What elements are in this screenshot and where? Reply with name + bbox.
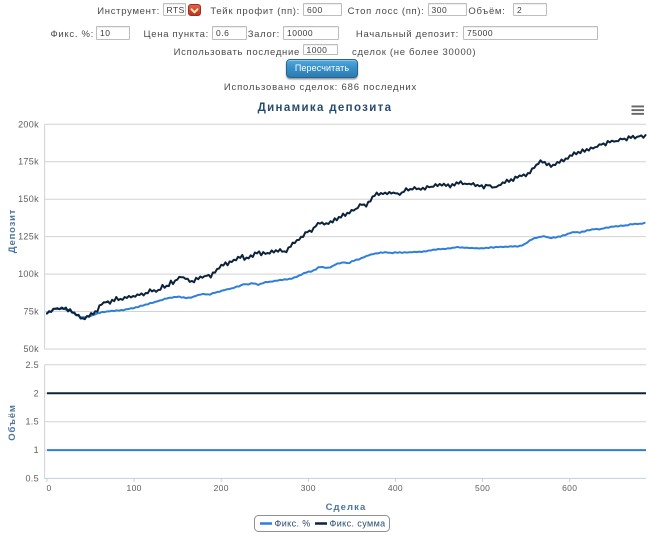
svg-text:100k: 100k [18, 269, 39, 279]
svg-text:50k: 50k [23, 344, 39, 354]
svg-text:150k: 150k [18, 194, 39, 204]
svg-text:300: 300 [301, 483, 316, 493]
svg-text:600: 600 [562, 483, 577, 493]
svg-text:0: 0 [46, 483, 51, 493]
svg-text:Фикс. сумма: Фикс. сумма [330, 519, 386, 529]
svg-text:175k: 175k [18, 157, 39, 167]
svg-text:500: 500 [475, 483, 490, 493]
svg-text:200: 200 [214, 483, 229, 493]
svg-text:2: 2 [34, 388, 39, 398]
svg-text:200k: 200k [18, 119, 39, 129]
svg-text:Фикс. %: Фикс. % [275, 519, 311, 529]
svg-text:Депозит: Депозит [7, 209, 18, 253]
svg-text:0.5: 0.5 [25, 473, 39, 483]
svg-text:75k: 75k [23, 307, 39, 317]
svg-text:125k: 125k [18, 232, 39, 242]
svg-text:Сделка: Сделка [326, 502, 367, 513]
svg-text:Динамика депозита: Динамика депозита [258, 102, 393, 114]
svg-text:Объём: Объём [7, 404, 18, 440]
svg-text:400: 400 [388, 483, 403, 493]
svg-text:1: 1 [34, 445, 39, 455]
svg-text:1.5: 1.5 [25, 417, 39, 427]
svg-text:2.5: 2.5 [25, 360, 39, 370]
svg-text:100: 100 [127, 483, 142, 493]
